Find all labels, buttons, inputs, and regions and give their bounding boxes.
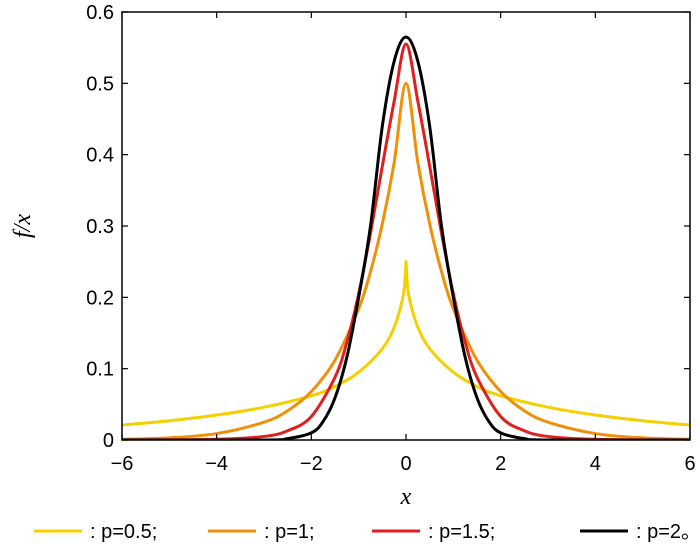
y-tick-label: 0.4 (86, 145, 114, 167)
series-line-2 (122, 81, 690, 440)
x-tick-label: 2 (495, 453, 506, 475)
x-tick-label: −4 (205, 453, 228, 475)
legend-label-1: : p=0.5; (90, 521, 157, 543)
x-tick-label: 6 (684, 453, 695, 475)
legend-label-2: : p=1; (264, 521, 315, 543)
legend-label-4: : p=2。 (636, 521, 700, 543)
series-layer (122, 35, 690, 440)
x-tick-label: −2 (300, 453, 323, 475)
y-tick-label: 0.2 (86, 287, 114, 309)
x-tick-label: −6 (111, 453, 134, 475)
y-axis-label: f/x (10, 214, 36, 238)
y-tick-label: 0.5 (86, 73, 114, 95)
y-tick-label: 0.6 (86, 2, 114, 24)
legend-label-3: : p=1.5; (428, 521, 495, 543)
plot-frame (121, 11, 691, 441)
y-tick-label: 0 (103, 430, 114, 452)
series-line-4 (122, 35, 690, 440)
x-axis-label: x (400, 484, 412, 510)
legend: : p=0.5; : p=1; : p=1.5; : p=2。 (34, 521, 700, 543)
series-line-1 (122, 260, 690, 427)
ticks-layer: −6 −4 −2 0 2 4 6 0 0.1 0.2 0.3 0.4 0.5 0.6 (86, 2, 695, 475)
y-tick-label: 0.3 (86, 216, 114, 238)
y-tick-label: 0.1 (86, 359, 114, 381)
x-tick-label: 4 (590, 453, 601, 475)
series-line-3 (122, 42, 690, 440)
x-tick-label: 0 (400, 453, 411, 475)
